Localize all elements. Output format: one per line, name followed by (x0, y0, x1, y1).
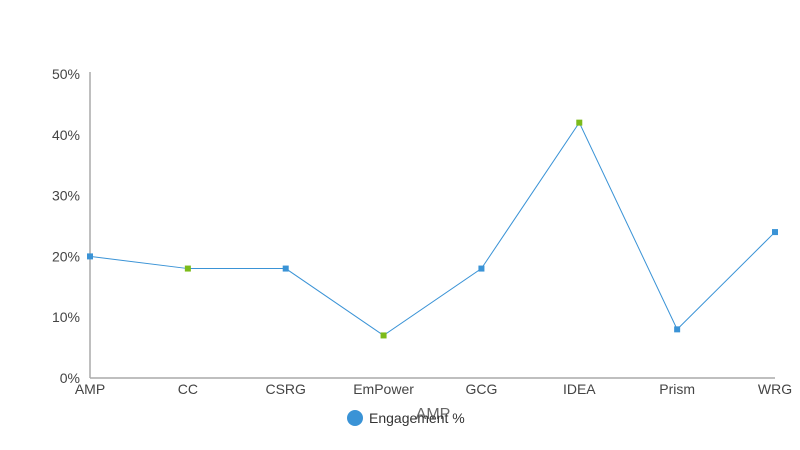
data-point[interactable] (87, 253, 93, 260)
data-point[interactable] (282, 265, 289, 272)
x-tick-label: EmPower (353, 381, 414, 397)
data-point[interactable] (184, 265, 191, 272)
x-tick-label: CC (178, 381, 198, 397)
y-tick-label: 40% (52, 127, 80, 143)
data-point[interactable] (380, 332, 387, 339)
x-axis-ticks: AMP CC CSRG EmPower GCG IDEA Prism WRG (75, 381, 792, 397)
legend-swatch (347, 410, 363, 426)
legend[interactable]: Engagement % (347, 410, 465, 426)
y-tick-label: 0% (60, 370, 80, 386)
y-tick-label: 10% (52, 309, 80, 325)
x-tick-label: Prism (659, 381, 695, 397)
data-point[interactable] (772, 229, 778, 236)
x-tick-label: AMP (75, 381, 105, 397)
data-point[interactable] (674, 326, 681, 333)
data-point[interactable] (576, 119, 583, 126)
axes (89, 72, 775, 379)
x-tick-label: IDEA (563, 381, 596, 397)
x-tick-label: CSRG (265, 381, 305, 397)
y-tick-label: 30% (52, 188, 80, 204)
series-line (89, 121, 776, 337)
legend-label-engagement: Engagement % (369, 410, 465, 426)
x-axis-title: AMP (416, 406, 451, 423)
x-tick-label: GCG (465, 381, 497, 397)
y-axis-ticks: 0% 10% 20% 30% 40% 50% (52, 66, 80, 386)
data-point[interactable] (478, 265, 485, 272)
series-layer (87, 119, 778, 339)
x-tick-label: WRG (758, 381, 792, 397)
y-tick-label: 20% (52, 248, 80, 264)
y-tick-label: 50% (52, 66, 80, 82)
